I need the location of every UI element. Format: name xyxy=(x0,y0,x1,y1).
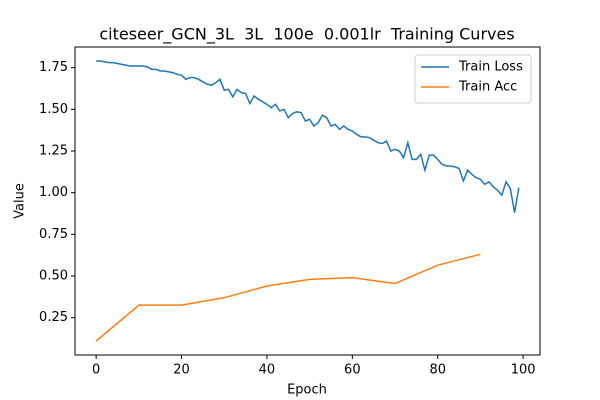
y-tick-label: 0.75 xyxy=(39,227,68,242)
x-tick-label: 60 xyxy=(344,363,361,378)
x-axis-label: Epoch xyxy=(287,383,327,398)
y-axis-label: Value xyxy=(13,183,28,219)
legend-label: Train Loss xyxy=(458,60,523,75)
x-tick-label: 40 xyxy=(259,363,276,378)
line xyxy=(95,253,481,342)
line xyxy=(96,60,520,213)
legend-label: Train Acc xyxy=(458,80,517,95)
x-tick-label: 0 xyxy=(92,363,100,378)
y-tick-label: 0.50 xyxy=(39,269,68,284)
x-tick-label: 80 xyxy=(429,363,446,378)
y-tick-label: 1.50 xyxy=(39,102,68,117)
x-tick-label: 100 xyxy=(511,363,536,378)
y-tick-label: 1.00 xyxy=(39,185,68,200)
x-tick-label: 20 xyxy=(173,363,190,378)
y-tick-label: 0.25 xyxy=(39,310,68,325)
y-tick-label: 1.25 xyxy=(39,144,68,159)
plot-frame xyxy=(74,46,541,356)
y-tick-label: 1.75 xyxy=(39,60,68,75)
chart-title: citeseer_GCN_3L 3L 100e 0.001lr Training… xyxy=(99,25,514,45)
